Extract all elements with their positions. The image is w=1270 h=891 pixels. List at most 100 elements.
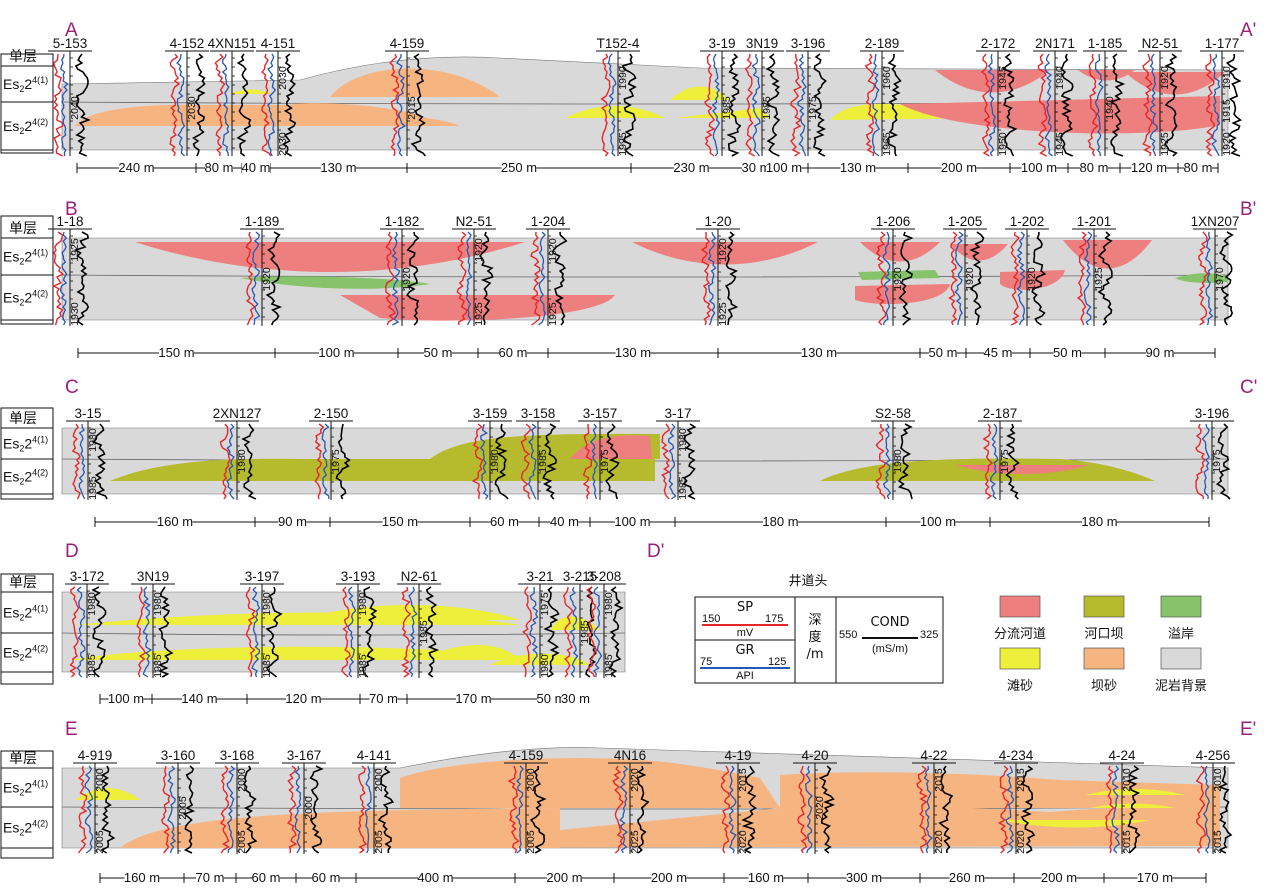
distance-label: 160 m xyxy=(124,870,160,885)
well-column: 4XN151 xyxy=(208,36,257,157)
cond-curve xyxy=(621,53,637,157)
well-column: 3-160 2005 xyxy=(156,748,200,854)
distance-label-bg xyxy=(205,160,233,174)
well-name: 3-15 xyxy=(74,406,101,421)
well-column: 3-168 2000 2005 xyxy=(215,748,259,854)
distance-label-bg xyxy=(196,870,224,884)
sp-curve xyxy=(520,423,532,500)
cond-curve xyxy=(182,765,196,854)
depth-label: 2000 xyxy=(303,796,315,820)
depth-label: 1980 xyxy=(489,449,501,473)
gr-curve xyxy=(391,231,401,326)
well-name: 4N16 xyxy=(614,748,646,763)
depth-unit-label: 深 xyxy=(808,613,821,628)
depth-label: 2030 xyxy=(277,66,289,90)
well-name: 4XN151 xyxy=(208,36,257,51)
gr-curve xyxy=(527,423,537,500)
cond-curve xyxy=(1097,231,1113,326)
depth-label: 1985 xyxy=(86,654,98,678)
distance-label: 170 m xyxy=(1137,870,1173,885)
well-column: 3-193 1980 1985 xyxy=(336,569,380,678)
facies-swatch xyxy=(1083,647,1125,670)
well-name: 4-234 xyxy=(999,748,1034,763)
distance-label: 240 m xyxy=(118,160,154,175)
depth-label: 1945 xyxy=(997,66,1009,90)
layer-name-2: Es224(2) xyxy=(3,289,48,308)
gr-curve xyxy=(728,765,737,854)
well-column: 3-197 1980 1985 xyxy=(240,569,284,678)
distance-label-bg xyxy=(286,691,321,705)
gr-curve xyxy=(1201,423,1211,500)
cond-curve xyxy=(608,586,624,678)
distance-label: 100 m xyxy=(318,345,354,360)
well-column: 2N171 1940 1945 xyxy=(1033,36,1077,157)
cond-name: COND xyxy=(870,615,909,630)
cond-curve xyxy=(552,231,568,326)
depth-label: 1920 xyxy=(401,267,413,291)
layer-name-2: Es224(2) xyxy=(3,468,48,487)
facies-beach-sand xyxy=(75,788,140,800)
well-column: 3-196 1975 xyxy=(1190,406,1234,500)
cond-curve xyxy=(494,423,509,500)
gr-curve xyxy=(408,586,418,678)
distance-label-bg xyxy=(615,514,650,528)
depth-label: 1980 xyxy=(86,592,98,616)
sp-curve xyxy=(612,765,624,854)
gr-curve xyxy=(797,53,807,157)
depth-label: 1975 xyxy=(999,449,1011,473)
layer-header-table: 单层 Es224(1) Es224(2) xyxy=(0,750,54,859)
cond-curve xyxy=(1164,53,1178,157)
distance-label-bg xyxy=(763,514,798,528)
sp-curve xyxy=(586,586,598,678)
well-name: 4-152 xyxy=(170,36,205,51)
depth-label: 1990 xyxy=(617,66,629,90)
cond-curve xyxy=(726,53,742,157)
facies-crevasse-splay xyxy=(858,270,940,280)
distance-label-bg xyxy=(182,691,217,705)
gr-curve xyxy=(882,231,892,326)
well-name: 3-157 xyxy=(583,406,618,421)
sp-curve xyxy=(245,231,256,326)
facies-bar-sand xyxy=(220,113,460,126)
distance-label-bg xyxy=(547,870,582,884)
facies-beach-sand xyxy=(420,645,520,660)
depth-label: 1920 xyxy=(717,238,729,262)
distance-label-bg xyxy=(321,160,356,174)
depth-label: 1975 xyxy=(330,449,342,473)
cond-curve xyxy=(424,586,440,678)
cond-min: 550 xyxy=(839,629,857,641)
depth-label: 2005 xyxy=(236,830,248,854)
depth-label: 2015 xyxy=(933,768,945,792)
depth-label: 1980 xyxy=(677,428,689,452)
layer-header-table: 单层 Es224(1) Es224(2) xyxy=(0,48,54,154)
facies-distributary-channel xyxy=(1063,240,1152,269)
cond-curve xyxy=(1005,423,1020,500)
distance-label-bg xyxy=(242,160,270,174)
well-name: 3-167 xyxy=(287,748,322,763)
distance-label: 80 m xyxy=(1080,160,1109,175)
depth-label: 2015 xyxy=(1121,830,1133,854)
gr-curve xyxy=(84,765,94,854)
distance-label: 70 m xyxy=(196,870,225,885)
depth-label: 1960 xyxy=(881,66,893,90)
distance-label: 200 m xyxy=(546,870,582,885)
sp-curve xyxy=(71,423,81,500)
well-column: 1-177 1910 1915 1920 xyxy=(1200,36,1244,157)
depth-label: 2005 xyxy=(373,830,385,854)
distance-label: 100 m xyxy=(766,160,802,175)
depth-label: 1945 xyxy=(1054,132,1066,156)
depth-label: 1985 xyxy=(152,654,164,678)
well-column: 1-185 1940 xyxy=(1083,36,1127,157)
facies-bar-sand xyxy=(380,805,1220,848)
gr-min: 75 xyxy=(700,656,712,668)
distance-label-bg xyxy=(418,870,453,884)
well-column: 5-153 2040 xyxy=(48,36,92,157)
well-column: 4N16 2020 2025 xyxy=(608,748,652,854)
gr-curve xyxy=(365,765,372,854)
depth-label: 2020 xyxy=(814,796,826,820)
well-column: 3-19 1985 xyxy=(700,36,744,157)
cond-curve xyxy=(157,586,174,678)
distance-label-bg xyxy=(1080,160,1108,174)
depth-label: 1980 xyxy=(603,592,615,616)
